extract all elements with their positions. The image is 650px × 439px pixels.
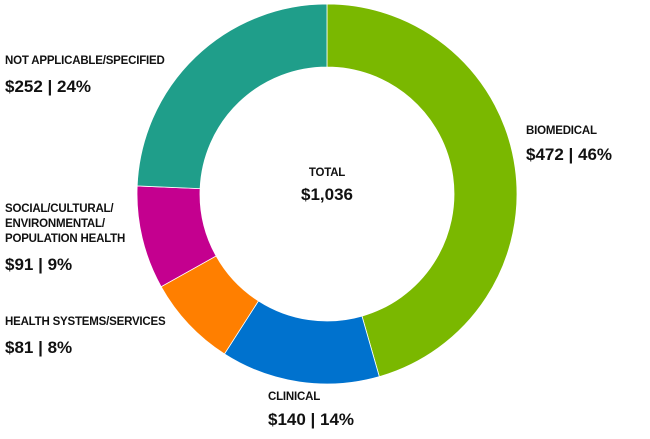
slice-name: BIOMEDICAL	[526, 125, 597, 137]
label-social: SOCIAL/CULTURAL/ ENVIRONMENTAL/ POPULATI…	[5, 202, 125, 275]
slice-value: $91 | 9%	[5, 255, 73, 274]
total-value: $1,036	[301, 185, 353, 204]
slice-name: CLINICAL	[268, 391, 321, 403]
slice-value: $252 | 24%	[5, 77, 92, 96]
label-not-applicable: NOT APPLICABLE/SPECIFIED $252 | 24%	[5, 54, 165, 97]
donut-slice-4	[136, 3, 328, 190]
label-biomedical: BIOMEDICAL $472 | 46%	[526, 124, 612, 165]
label-health-systems: HEALTH SYSTEMS/SERVICES $81 | 8%	[5, 315, 166, 358]
slice-name: NOT APPLICABLE/SPECIFIED	[5, 55, 165, 67]
slice-name: HEALTH SYSTEMS/SERVICES	[5, 316, 166, 328]
slice-value: $81 | 8%	[5, 338, 73, 357]
donut-slice-0	[326, 3, 518, 378]
slice-value: $472 | 46%	[526, 145, 613, 164]
center-total: TOTAL $1,036	[267, 166, 387, 205]
slice-value: $140 | 14%	[268, 410, 355, 429]
label-clinical: CLINICAL $140 | 14%	[268, 390, 354, 430]
slice-name: SOCIAL/CULTURAL/ ENVIRONMENTAL/ POPULATI…	[5, 203, 126, 245]
total-title: TOTAL	[308, 167, 346, 179]
